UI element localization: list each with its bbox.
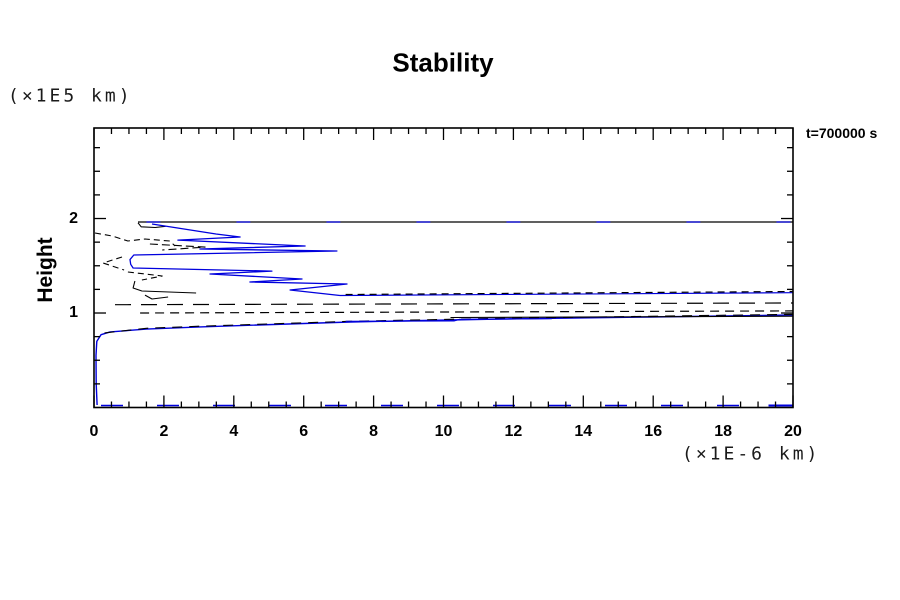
series-height1-black-right (450, 315, 794, 319)
series-left-black-curve (132, 280, 197, 294)
time-annotation: t=700000 s (806, 125, 878, 141)
series-elbow-blue (95, 314, 794, 406)
x-tick-label: 10 (434, 423, 453, 440)
x-tick-label: 12 (504, 423, 523, 440)
y-axis-title: Height (34, 237, 57, 303)
x-tick-label: 14 (574, 423, 593, 440)
y-axis-units-label: (×1E5 km) (8, 85, 133, 107)
contour-lines (94, 221, 794, 407)
series-bundle-black-dash-upper (345, 290, 794, 296)
series-left-dash-wedge (102, 256, 125, 271)
series-dash-line-height1 (140, 310, 794, 314)
series-left-dash-c (127, 271, 163, 281)
x-tick-label: 0 (89, 423, 99, 440)
series-left-dash-a (94, 232, 176, 247)
x-tick-label: 2 (159, 423, 169, 440)
series-bundle-blue-step (345, 318, 552, 322)
x-tick-label: 16 (644, 423, 663, 440)
plot-frame-and-ticks (93, 127, 794, 409)
x-tick-label: 20 (784, 423, 802, 440)
y-tick-label: 2 (69, 209, 78, 227)
x-tick-label: 4 (229, 423, 239, 440)
series-bundle-blue-upper (339, 292, 794, 297)
x-axis-units-label: (×1E-6 km) (682, 443, 821, 465)
axes-frame (93, 127, 794, 409)
series-left-black-u (144, 294, 169, 300)
x-tick-label: 8 (369, 423, 379, 440)
series-long-dash-line (114, 302, 794, 306)
series-blue-zigzag (129, 223, 348, 297)
y-tick-label: 1 (69, 304, 78, 321)
x-tick-label: 6 (299, 423, 309, 440)
x-tick-label: 18 (714, 423, 732, 440)
series-height2-hook-black (137, 222, 166, 229)
chart-title: Stability (392, 47, 494, 78)
series-left-dash-b (149, 243, 206, 251)
